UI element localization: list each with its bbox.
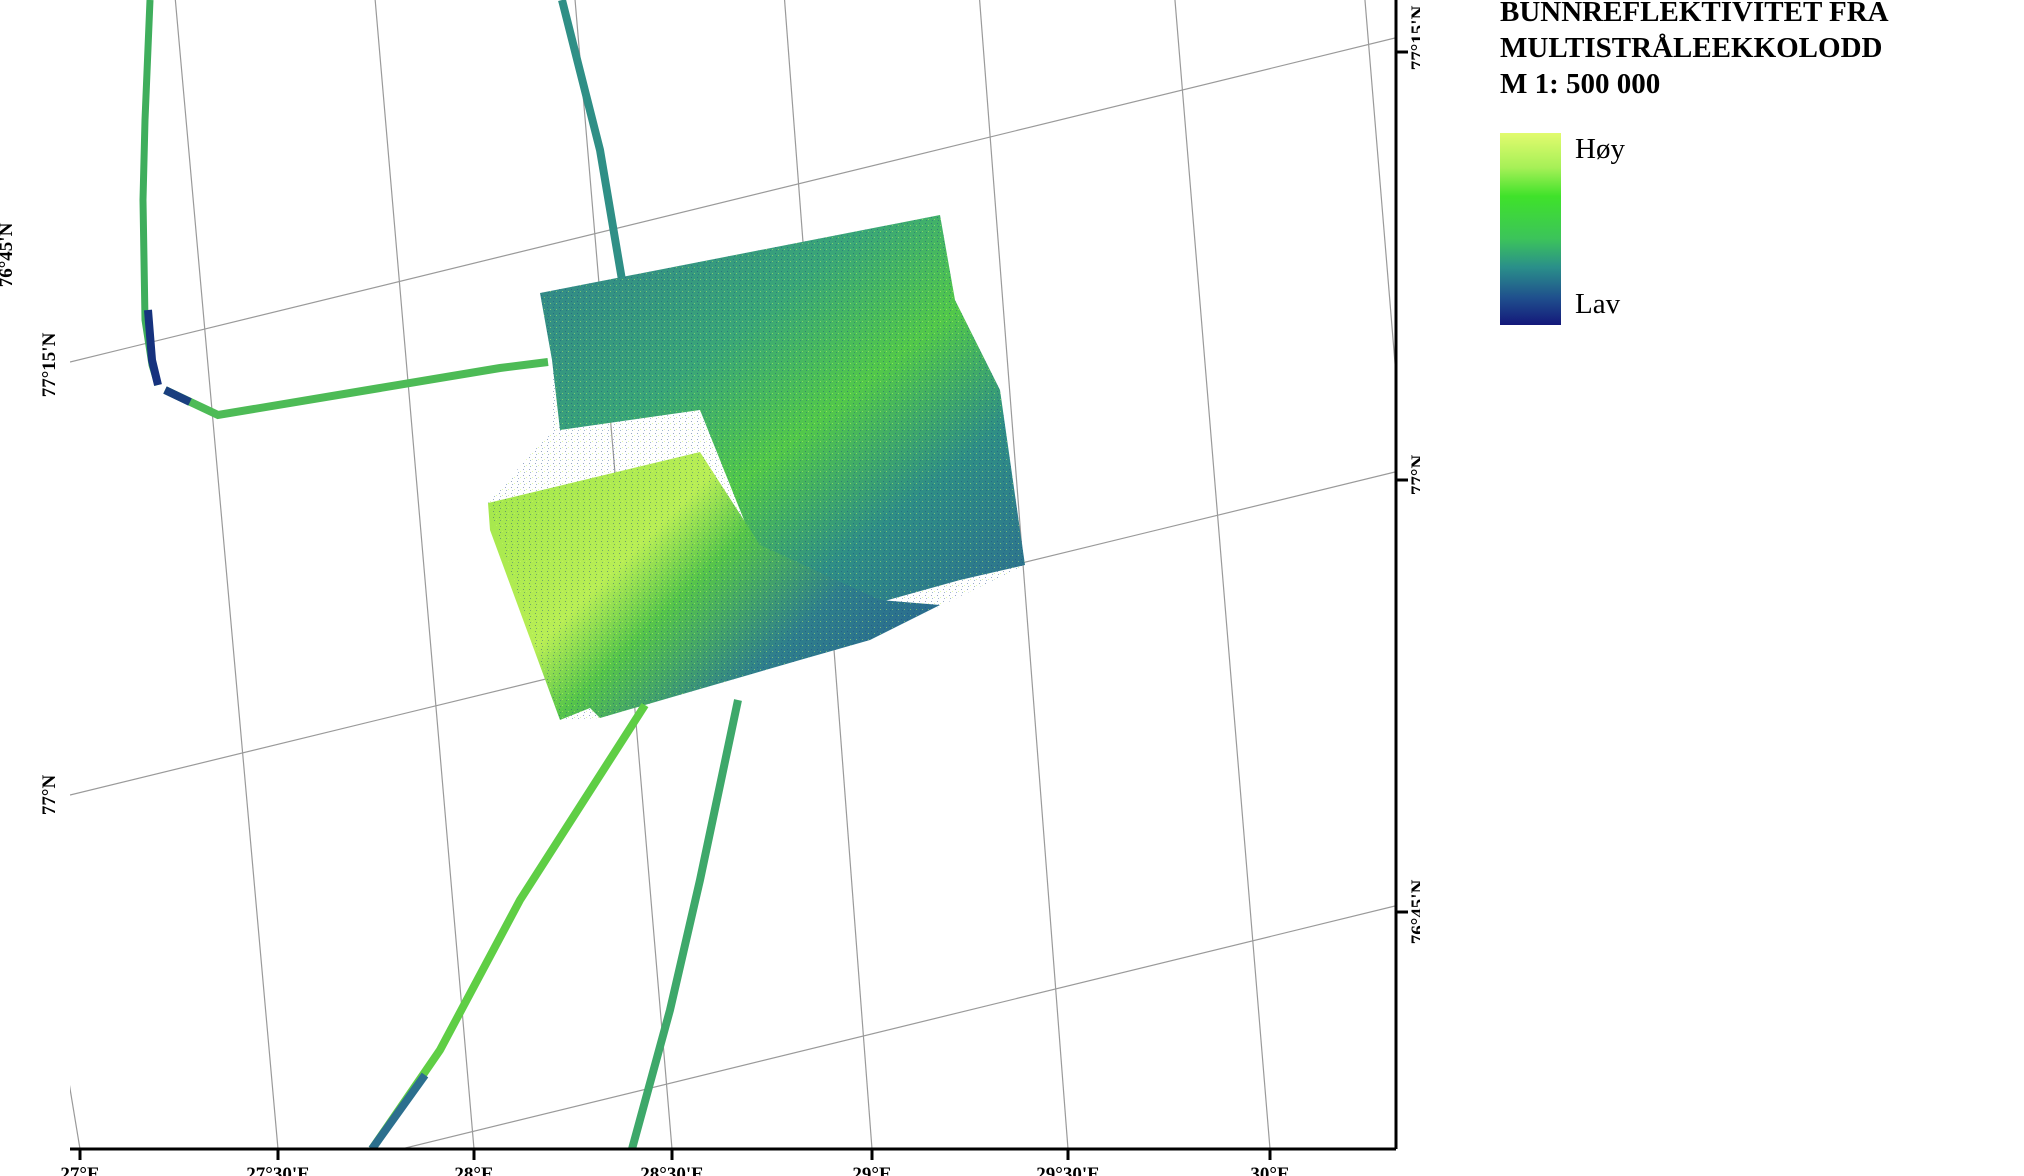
- legend-title-line-3: M 1: 500 000: [1500, 68, 1661, 100]
- survey-track-west-dark: [144, 309, 162, 386]
- meridian-28e: [374, 0, 475, 1149]
- lon-label-27e: 27°E: [60, 1164, 99, 1176]
- meridian-27-30e: [174, 0, 279, 1149]
- parallel-77-15n: [70, 37, 1395, 363]
- lat-label-right-77n: 77°N: [1408, 455, 1420, 496]
- meridian-30e: [1174, 0, 1271, 1149]
- lat-label-left-77n: 77°N: [39, 775, 60, 816]
- lon-label-28-30e: 28°30'E: [640, 1164, 704, 1176]
- lat-label-left-76-45n: 76°45'N: [0, 222, 17, 287]
- lat-label-right-77-15n: 77°15'N: [1408, 5, 1420, 70]
- map: 27°E 27°30'E 28°E 28°30'E 29°E 29°30'E 3…: [0, 0, 1420, 1176]
- lon-label-27-30e: 27°30'E: [246, 1164, 310, 1176]
- survey-track-southwest-dark: [368, 1072, 429, 1149]
- legend-title: BUNNREFLEKTIVITET FRA MULTISTRÅLEEKKOLOD…: [1500, 0, 1889, 102]
- lon-label-29e: 29°E: [852, 1164, 891, 1176]
- lat-label-right-76-45n: 76°45'N: [1408, 879, 1420, 944]
- meridian-30-30e: [1364, 0, 1395, 371]
- parallel-76-45n: [398, 905, 1395, 1149]
- lat-label-left-77-15n: 77°15'N: [39, 332, 60, 397]
- map-frame: [70, 0, 1408, 1160]
- lon-label-28e: 28°E: [454, 1164, 493, 1176]
- longitude-labels: 27°E 27°30'E 28°E 28°30'E 29°E 29°30'E 3…: [60, 1164, 1289, 1176]
- legend-title-line-2: MULTISTRÅLEEKKOLODD: [1500, 32, 1883, 64]
- survey-track-south: [628, 699, 742, 1149]
- survey-track-north: [558, 0, 626, 281]
- survey-track-link-dark: [163, 386, 192, 406]
- mosaic-texture: [488, 215, 1025, 720]
- legend-low-label: Lav: [1575, 288, 1621, 320]
- latitude-labels-left: 76°45'N 77°15'N 77°N: [0, 222, 60, 815]
- color-ramp: [1500, 133, 1561, 325]
- survey-track-link: [163, 358, 549, 420]
- lon-label-30e: 30°E: [1250, 1164, 1289, 1176]
- latitude-labels-right: 77°15'N 77°N 76°45'N: [1408, 5, 1420, 944]
- legend-title-line-1: BUNNREFLEKTIVITET FRA: [1500, 0, 1889, 28]
- survey-track-southwest: [368, 702, 649, 1149]
- meridian-27e: [70, 1084, 81, 1149]
- legend-high-label: Høy: [1575, 133, 1625, 165]
- survey-data: [139, 0, 1025, 1149]
- lon-label-29-30e: 29°30'E: [1036, 1164, 1100, 1176]
